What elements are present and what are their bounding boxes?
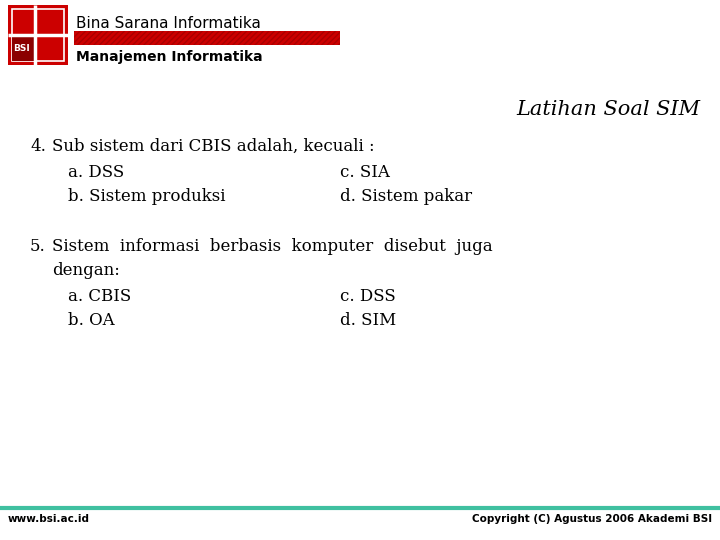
Text: Sistem  informasi  berbasis  komputer  disebut  juga: Sistem informasi berbasis komputer diseb… — [52, 238, 492, 255]
Bar — [74, 31, 340, 45]
Text: Copyright (C) Agustus 2006 Akademi BSI: Copyright (C) Agustus 2006 Akademi BSI — [472, 514, 712, 524]
Text: BSI: BSI — [13, 44, 30, 53]
Text: c. SIA: c. SIA — [340, 164, 390, 181]
Text: b. OA: b. OA — [68, 312, 114, 329]
Text: Bina Sarana Informatika: Bina Sarana Informatika — [76, 16, 261, 30]
Text: 4.: 4. — [30, 138, 46, 155]
Text: Manajemen Informatika: Manajemen Informatika — [76, 50, 263, 64]
Text: 5.: 5. — [30, 238, 46, 255]
Text: www.bsi.ac.id: www.bsi.ac.id — [8, 514, 90, 524]
Bar — [8, 5, 68, 65]
Text: d. Sistem pakar: d. Sistem pakar — [340, 188, 472, 205]
Bar — [12, 9, 64, 61]
Text: a. CBIS: a. CBIS — [68, 288, 131, 305]
Text: dengan:: dengan: — [52, 262, 120, 279]
Bar — [12, 35, 35, 61]
Text: Latihan Soal SIM: Latihan Soal SIM — [516, 100, 700, 119]
Bar — [74, 31, 340, 45]
Text: c. DSS: c. DSS — [340, 288, 396, 305]
Text: b. Sistem produksi: b. Sistem produksi — [68, 188, 225, 205]
Text: Sub sistem dari CBIS adalah, kecuali :: Sub sistem dari CBIS adalah, kecuali : — [52, 138, 374, 155]
Text: a. DSS: a. DSS — [68, 164, 125, 181]
Text: d. SIM: d. SIM — [340, 312, 396, 329]
